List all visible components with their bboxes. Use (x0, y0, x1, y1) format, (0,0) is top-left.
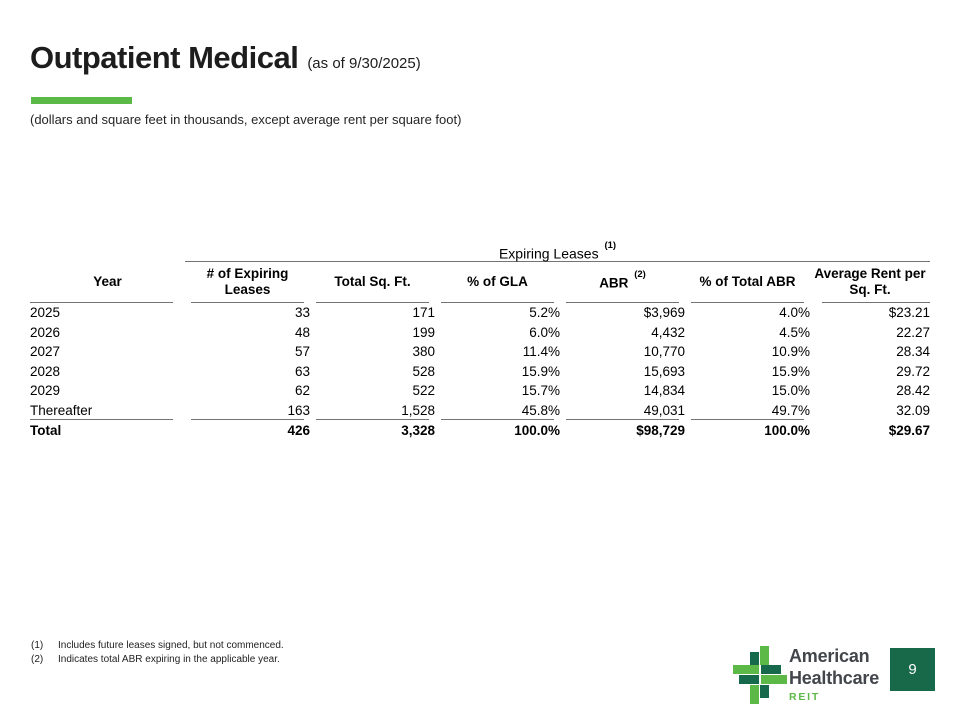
cell: 11.4% (522, 344, 560, 359)
row-label: 2028 (30, 363, 61, 379)
cell: 49,031 (560, 400, 685, 420)
lease-expiration-table: Expiring Leases (1) Year # of Expiring Lea… (30, 239, 931, 441)
cell: 6.0% (529, 324, 560, 340)
cell: 10.9% (771, 344, 810, 359)
as-of-date: (as of 9/30/2025) (307, 55, 421, 72)
group-header-spacer (30, 239, 185, 262)
page-number: 9 (908, 661, 917, 678)
footnotes: (1) Includes future leases signed, but no… (31, 639, 284, 667)
page-title: Outpatient Medical (30, 40, 299, 75)
cell: 45.8% (435, 400, 560, 420)
total-label: Total (30, 422, 62, 438)
cell: 5.2% (529, 305, 560, 320)
cell: 29.72 (896, 363, 931, 379)
table-row: 2028 63 528 15.9% 15,693 15.9% 29.72 (30, 362, 930, 382)
footnote-2: (2) Indicates total ABR expiring in the a… (31, 653, 284, 667)
footnote-ref: (2) (634, 269, 646, 281)
total-cell: 100.0% (514, 422, 560, 438)
cell: 32.09 (896, 402, 931, 418)
footnote-1-text: Includes future leases signed, but not c… (58, 640, 284, 651)
cell: 15.0% (771, 383, 810, 398)
units-note: (dollars and square feet in thousands, e… (30, 112, 462, 127)
page-number-badge: 9 (890, 648, 935, 691)
logo-line-1: American (789, 646, 870, 666)
table-row: 2026 48 199 6.0% 4,432 4.5% 22.27 (30, 323, 930, 343)
column-header-average-rent-per-sq-ft: Average Rent per Sq. Ft. (810, 262, 931, 303)
table-row: 2029 62 522 15.7% 14,834 15.0% 28.42 (30, 381, 930, 401)
cell: 10,770 (643, 344, 685, 359)
total-cell: $98,729 (636, 422, 685, 438)
cell: 15.9% (771, 363, 810, 379)
cell: 1,528 (310, 400, 435, 420)
total-cell: 100.0% (764, 422, 810, 438)
cell: 171 (412, 305, 435, 320)
table-row: 2027 57 380 11.4% 10,770 10.9% 28.34 (30, 342, 930, 362)
total-cell: 426 (287, 422, 310, 438)
cell: 15,693 (643, 363, 685, 379)
cell: 4.0% (779, 305, 810, 320)
footnote-1: (1) Includes future leases signed, but no… (31, 639, 284, 653)
cell: 63 (294, 363, 310, 379)
footnote-2-marker: (2) (31, 654, 44, 665)
cell: 33 (294, 305, 310, 320)
cell: 48 (294, 324, 310, 340)
cell: 380 (412, 344, 435, 359)
cell: 528 (412, 363, 435, 379)
footnote-ref: (1) (604, 240, 617, 252)
cell: 199 (412, 324, 435, 340)
logo-line-2: Healthcare (789, 667, 880, 688)
cell: 28.34 (896, 344, 931, 359)
cell: 522 (412, 383, 435, 398)
row-label: 2026 (30, 324, 61, 340)
column-header-of-gla: % of GLA (435, 262, 560, 303)
total-cell: 3,328 (401, 422, 435, 438)
cell: $3,969 (643, 305, 685, 320)
logo-reit-label: REIT (789, 691, 821, 703)
table-header-row: Year # of Expiring Leases Total Sq. Ft.% o… (30, 262, 931, 303)
group-header-cell: Expiring Leases (1) (185, 239, 931, 262)
cell: 49.7% (685, 400, 810, 420)
cell: 62 (294, 383, 310, 398)
column-header-year: Year (30, 262, 185, 303)
column-header-total-sq-ft: Total Sq. Ft. (310, 262, 435, 303)
cell: 28.42 (896, 383, 931, 398)
cell: 163 (185, 400, 310, 420)
footnote-2-text: Indicates total ABR expiring in the appl… (58, 654, 280, 665)
cell: 57 (294, 344, 310, 359)
company-cross-icon (733, 646, 787, 704)
page-header: Outpatient Medical (as of 9/30/2025) (30, 40, 421, 76)
cell: 4,432 (651, 324, 685, 340)
row-label: 2027 (30, 344, 61, 359)
column-header-of-total-abr: % of Total ABR (685, 262, 810, 303)
lease-expiration-table-body: Expiring Leases (1) Year # of Expiring Lea… (30, 239, 931, 441)
row-label: 2029 (30, 383, 61, 398)
column-header-abr: ABR (2) (560, 262, 685, 303)
total-cell: $29.67 (888, 422, 931, 438)
table-group-header-row: Expiring Leases (1) (30, 239, 931, 262)
accent-bar (31, 97, 132, 104)
column-header-of-expiring-leases: # of Expiring Leases (185, 262, 310, 303)
cell: 14,834 (643, 383, 685, 398)
company-logo-text: American Healthcare REIT (789, 646, 879, 704)
footnote-1-marker: (1) (31, 640, 44, 651)
row-label: Thereafter (30, 400, 185, 420)
table-row: 2025 33 171 5.2% $3,969 4.0% $23.21 (30, 303, 930, 323)
row-label: 2025 (30, 305, 61, 320)
cell: 4.5% (779, 324, 810, 340)
table-row: Thereafter 163 1,528 45.8% 49,031 49.7% 32.09 (30, 400, 931, 420)
cell: 22.27 (896, 324, 931, 340)
table-total-row: Total 426 3,328 100.0% $98,729 100.0% $29.67 (30, 420, 930, 441)
cell: 15.7% (521, 383, 560, 398)
cell: 15.9% (521, 363, 560, 379)
cell: $23.21 (888, 305, 931, 320)
